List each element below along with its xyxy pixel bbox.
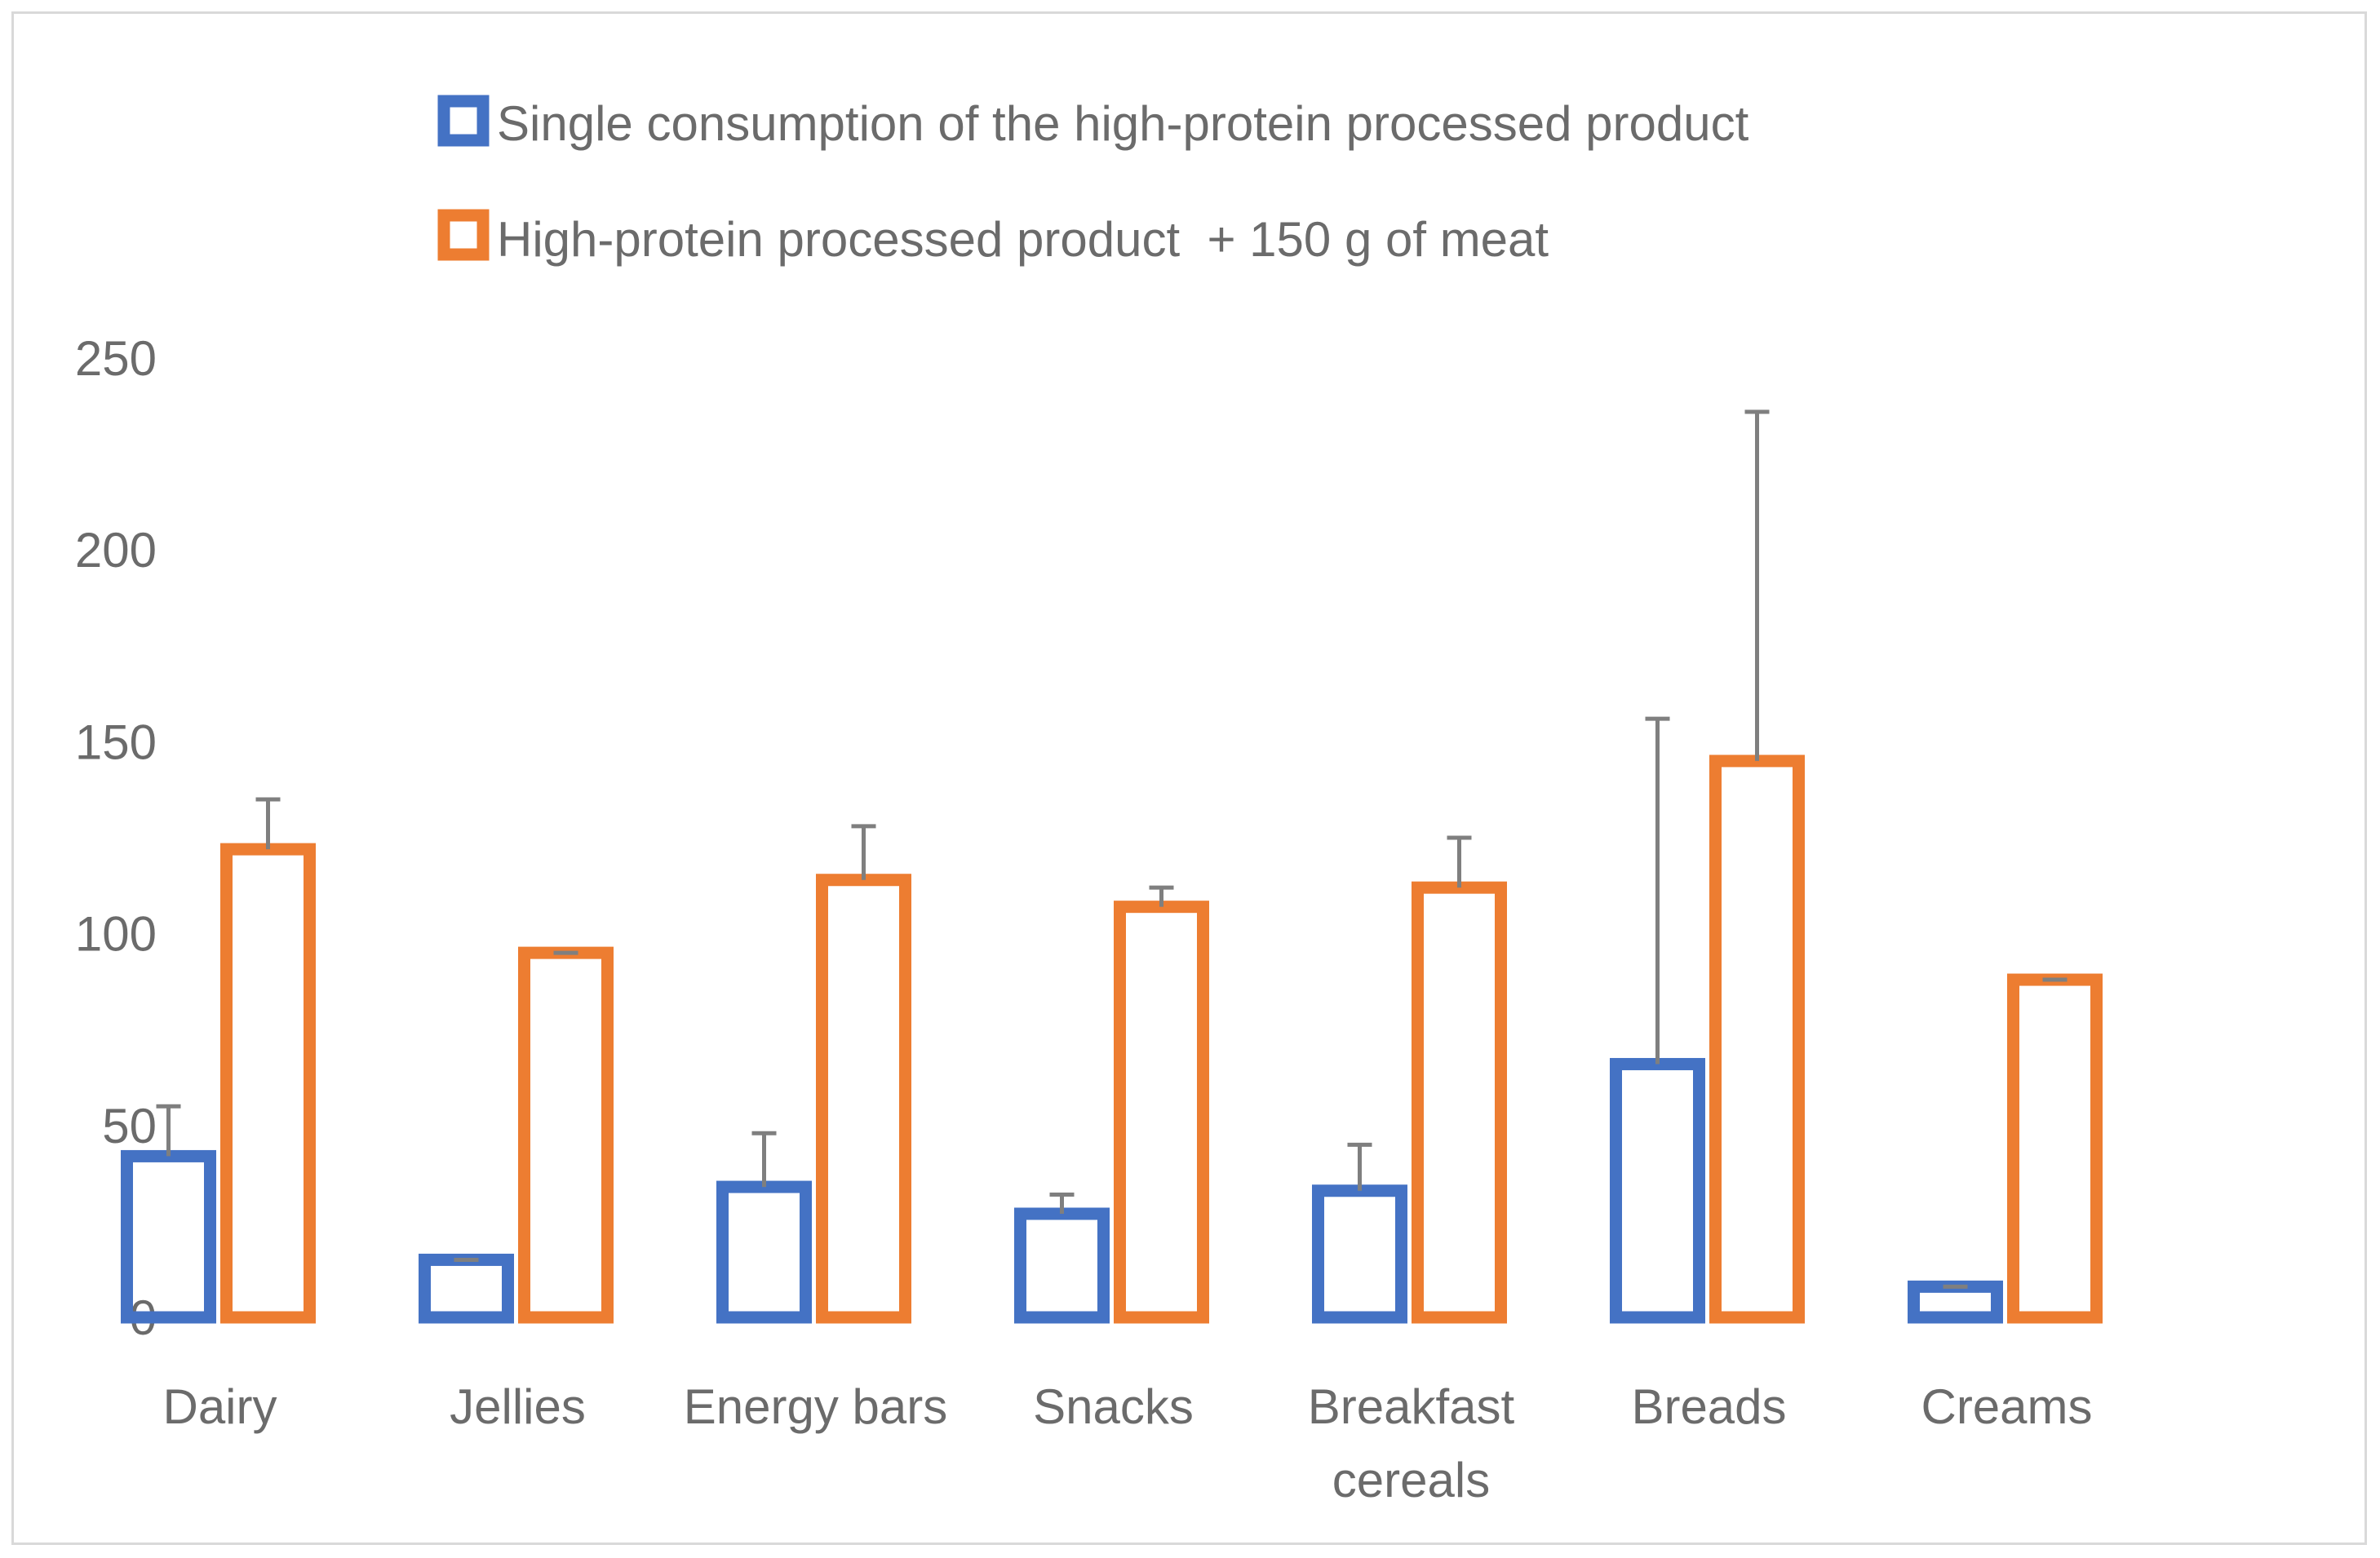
legend-swatch-single bbox=[437, 95, 490, 147]
bars bbox=[121, 755, 2103, 1324]
bar-meat-6 bbox=[2007, 973, 2103, 1324]
y-tick-label: 250 bbox=[75, 331, 157, 386]
x-axis: Dairy Jellies Energy bars Snacks Breakfast ce… bbox=[162, 1379, 2092, 1507]
y-tick-label: 150 bbox=[75, 715, 157, 769]
error-bars bbox=[156, 409, 2068, 1289]
bar-meat-3 bbox=[1114, 901, 1209, 1324]
y-tick-label: 200 bbox=[75, 523, 157, 578]
category-label: Jellies bbox=[450, 1379, 586, 1434]
bar-single-6 bbox=[1908, 1280, 2003, 1324]
legend-item-meat: High-protein processed product + 150 g o… bbox=[437, 209, 1549, 267]
y-tick-label: 50 bbox=[102, 1099, 157, 1153]
bar-chart: Single consumption of the high-protein p… bbox=[75, 95, 2103, 1507]
category-label: Energy bars bbox=[684, 1379, 948, 1434]
legend-label-meat: High-protein processed product + 150 g o… bbox=[497, 212, 1549, 267]
category-label: Snacks bbox=[1033, 1379, 1194, 1434]
category-label: Breakfast bbox=[1308, 1379, 1515, 1434]
bar-single-2 bbox=[716, 1180, 812, 1324]
bar-single-5 bbox=[1610, 1058, 1705, 1324]
category-label: Breads bbox=[1631, 1379, 1786, 1434]
bar-single-3 bbox=[1014, 1207, 1110, 1324]
legend-item-single: Single consumption of the high-protein p… bbox=[437, 95, 1749, 151]
bar-single-4 bbox=[1312, 1184, 1407, 1324]
category-label: cereals bbox=[1332, 1453, 1490, 1507]
y-tick-label: 100 bbox=[75, 907, 157, 962]
bar-meat-2 bbox=[816, 874, 911, 1324]
bar-single-1 bbox=[419, 1253, 514, 1324]
chart-frame: Single consumption of the high-protein p… bbox=[11, 11, 2367, 1545]
bar-meat-1 bbox=[518, 946, 614, 1324]
category-label: Dairy bbox=[162, 1379, 277, 1434]
legend: Single consumption of the high-protein p… bbox=[437, 95, 1749, 267]
legend-label-single: Single consumption of the high-protein p… bbox=[497, 96, 1749, 151]
bar-meat-0 bbox=[220, 843, 316, 1324]
bar-meat-5 bbox=[1709, 755, 1805, 1324]
legend-swatch-meat bbox=[437, 209, 490, 261]
category-label: Creams bbox=[1921, 1379, 2092, 1434]
bar-meat-4 bbox=[1412, 881, 1507, 1324]
